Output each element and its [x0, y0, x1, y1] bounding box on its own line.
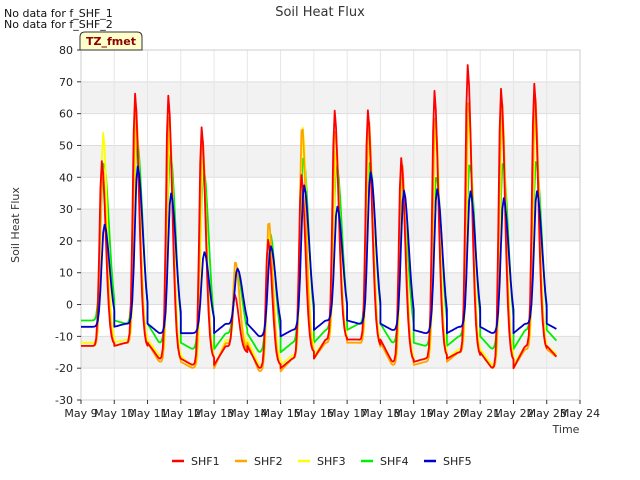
x-tick-label: May 22 [493, 407, 533, 420]
x-tick-label: May 19 [394, 407, 434, 420]
y-tick-label: 50 [59, 139, 73, 152]
badge-box [79, 31, 143, 51]
legend-label-shf1: SHF1 [191, 455, 220, 468]
station-badge: TZ_fmet [79, 31, 143, 51]
y-tick-label: 0 [66, 299, 73, 312]
x-axis-label: Time [552, 423, 580, 436]
y-tick-label: 30 [59, 203, 73, 216]
y-tick-label: -20 [55, 362, 73, 375]
background-band [81, 145, 580, 178]
x-tick-label: May 24 [560, 407, 600, 420]
x-tick-label: May 18 [360, 407, 400, 420]
x-tick-label: May 16 [294, 407, 334, 420]
legend: SHF1 SHF2 SHF3 SHF4 SHF5 [172, 455, 472, 468]
plot-frame [80, 49, 581, 401]
series-line-shf5 [81, 165, 557, 338]
x-tick-label: May 10 [94, 407, 134, 420]
legend-label-shf5: SHF5 [443, 455, 472, 468]
series-layer [81, 64, 558, 373]
x-tick-label: May 20 [427, 407, 467, 420]
y-axis-ticks: -30 -20 -10 0 10 20 30 40 50 60 70 80 [55, 44, 81, 407]
badge-label: TZ_fmet [86, 35, 136, 48]
chart-title: Soil Heat Flux [275, 5, 365, 20]
legend-label-shf2: SHF2 [254, 455, 283, 468]
x-tick-label: May 21 [460, 407, 500, 420]
background-band [81, 209, 580, 241]
no-data-message-2: No data for f_SHF_2 [4, 18, 113, 31]
y-tick-label: -30 [55, 394, 73, 407]
y-tick-label: 80 [59, 44, 73, 57]
y-tick-label: -10 [55, 330, 73, 343]
y-tick-label: 20 [59, 235, 73, 248]
y-tick-label: 70 [59, 76, 73, 89]
y-tick-label: 10 [59, 267, 73, 280]
x-tick-label: May 9 [64, 407, 97, 420]
x-tick-label: May 23 [527, 407, 567, 420]
x-tick-label: May 11 [127, 407, 167, 420]
series-line-shf1 [81, 64, 558, 370]
x-tick-label: May 13 [194, 407, 234, 420]
legend-label-shf4: SHF4 [380, 455, 409, 468]
no-data-message-1: No data for f_SHF_1 [4, 7, 113, 20]
y-tick-label: 40 [59, 171, 73, 184]
background-bands [81, 81, 580, 369]
y-tick-label: 60 [59, 108, 73, 121]
x-tick-label: May 12 [161, 407, 201, 420]
background-band [81, 81, 580, 114]
x-tick-label: May 17 [327, 407, 367, 420]
legend-label-shf3: SHF3 [317, 455, 346, 468]
x-tick-label: May 14 [227, 407, 267, 420]
y-axis-label: Soil Heat Flux [9, 187, 22, 263]
x-tick-label: May 15 [260, 407, 300, 420]
